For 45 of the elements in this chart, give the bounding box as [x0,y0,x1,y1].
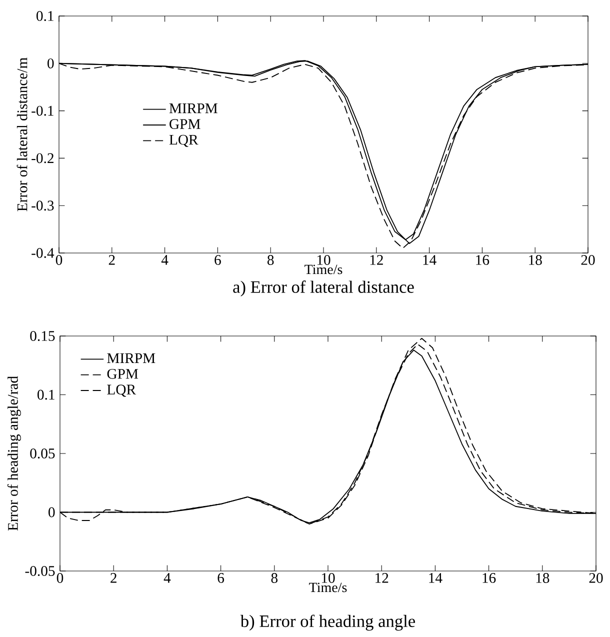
x-tick-label: 4 [161,255,168,265]
x-tick-label: 6 [218,573,224,583]
y-tick-label: 0.1 [38,390,54,400]
legend-label: GPM [107,368,138,379]
x-tick-label: 0 [56,255,62,265]
y-tick-label: 0.1 [36,11,54,21]
legend-label: MIRPM [169,104,218,114]
y-tick-label: -0.2 [32,153,54,164]
x-tick-label: 10 [322,573,335,583]
x-tick-label: 4 [164,573,171,583]
x-tick-label: 6 [214,255,221,265]
y-axis-title: Error of lateral distance/m [16,58,28,212]
x-tick-label: 18 [536,573,550,583]
x-tick-label: 8 [267,255,274,265]
x-axis-title: Time/s [309,582,347,592]
x-tick-label: 14 [423,255,436,265]
x-axis-title: Time/s [304,264,342,274]
y-tick-label: -0.1 [32,106,54,116]
x-tick-label: 10 [317,255,330,265]
legend-label: MIRPM [107,353,156,363]
x-tick-label: 18 [529,255,542,265]
y-tick-label: 0.15 [30,331,55,341]
legend-label: LQR [169,134,198,147]
legend-label: GPM [170,119,200,129]
x-tick-label: 14 [429,573,442,583]
y-tick-label: -0.4 [32,248,54,258]
y-tick-label: 0.05 [30,448,55,458]
y-axis-title: Error of heading angle/rad [7,376,21,531]
x-tick-label: 16 [482,573,496,583]
y-tick-label: -0.05 [25,566,55,576]
x-tick-label: 20 [589,573,603,583]
x-tick-label: 2 [108,255,115,265]
x-tick-label: 12 [370,255,383,265]
y-tick-label: 0 [48,58,54,68]
text: a) Error of lateral distance [233,280,414,296]
x-tick-label: 0 [56,573,64,583]
x-tick-label: 12 [376,573,388,583]
x-tick-label: 16 [476,255,490,265]
x-tick-label: 20 [581,255,595,265]
legend-label: LQR [107,384,136,397]
y-tick-label: 0 [48,507,55,518]
text: b) Error of heading angle [240,614,415,631]
x-tick-label: 8 [271,573,278,583]
x-tick-label: 2 [110,573,116,583]
y-tick-label: -0.3 [32,200,54,211]
